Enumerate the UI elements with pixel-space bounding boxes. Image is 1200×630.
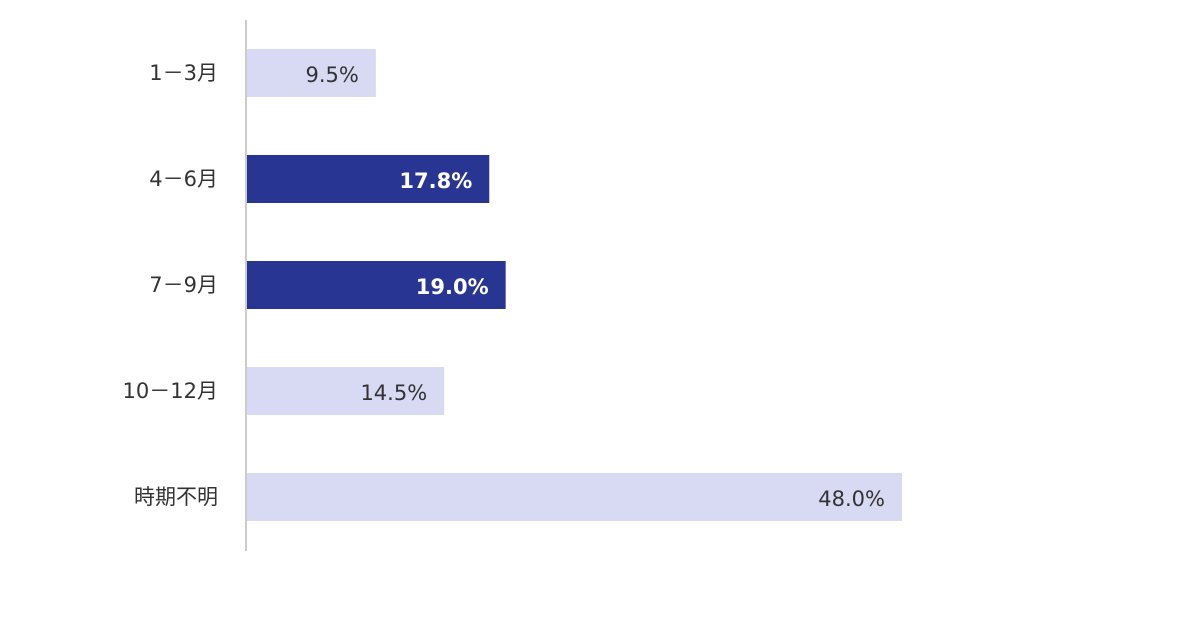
category-label: 10－12月: [123, 379, 218, 403]
bar-0: [246, 49, 376, 97]
value-label: 17.8%: [399, 169, 472, 193]
bar-1: [246, 155, 490, 203]
value-label: 9.5%: [305, 63, 358, 87]
category-label: 時期不明: [134, 485, 218, 509]
bar-2: [246, 261, 506, 309]
value-label: 19.0%: [416, 275, 489, 299]
value-label: 14.5%: [360, 381, 427, 405]
value-labels: 9.5% 17.8% 19.0% 14.5% 48.0%: [305, 63, 885, 511]
category-label: 4－6月: [149, 167, 218, 191]
bars-group: [246, 49, 902, 521]
bar-3: [246, 367, 445, 415]
bar-4: [246, 473, 902, 521]
category-label: 7－9月: [149, 273, 218, 297]
category-label: 1－3月: [149, 61, 218, 85]
value-label: 48.0%: [818, 487, 885, 511]
